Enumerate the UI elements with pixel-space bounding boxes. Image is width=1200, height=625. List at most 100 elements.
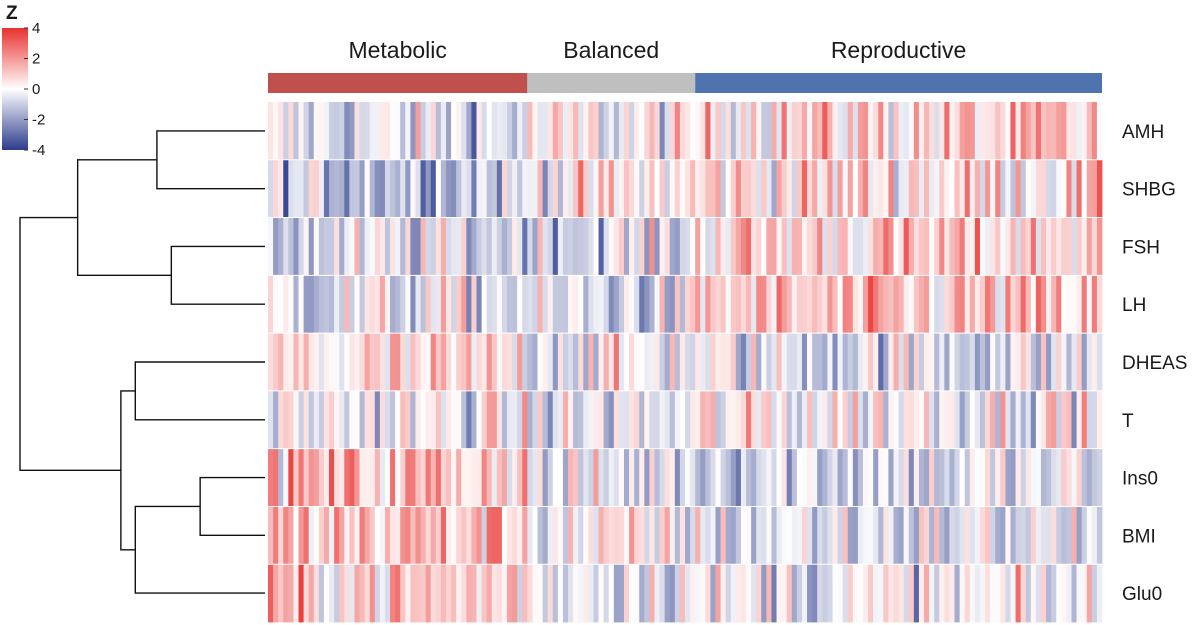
heatmap-cell <box>1015 390 1022 450</box>
heatmap-cell <box>644 564 650 623</box>
heatmap-cell <box>613 159 620 218</box>
heatmap-cell <box>512 102 518 161</box>
heatmap-cell <box>603 564 610 623</box>
heatmap-cell <box>359 217 366 276</box>
heatmap-cell <box>278 390 284 450</box>
heatmap-cell <box>466 102 472 161</box>
heatmap-cell <box>756 102 762 161</box>
heatmap-cell <box>827 102 833 161</box>
row-label-t: T <box>1122 411 1134 432</box>
heatmap-cell <box>1005 102 1011 161</box>
heatmap-cell <box>629 275 635 334</box>
heatmap-cell <box>700 333 706 392</box>
heatmap-cell <box>278 448 284 507</box>
heatmap-cell <box>308 159 315 218</box>
heatmap-cell <box>766 217 772 276</box>
heatmap-cell <box>771 390 777 450</box>
heatmap-cell <box>939 217 945 276</box>
heatmap-cell <box>308 506 315 565</box>
heatmap-cell <box>807 159 813 218</box>
heatmap-cell <box>374 102 381 161</box>
heatmap-cell <box>822 333 828 392</box>
heatmap-cell <box>425 275 432 334</box>
heatmap-cell <box>1046 506 1052 565</box>
heatmap-cell <box>354 159 360 218</box>
heatmap-cell <box>786 506 793 565</box>
heatmap-cell <box>913 448 920 507</box>
heatmap-cell <box>710 102 716 161</box>
heatmap-cell <box>695 448 701 507</box>
heatmap-cell <box>425 390 432 450</box>
heatmap-cell <box>527 564 533 623</box>
heatmap-cell <box>1096 390 1103 450</box>
heatmap-cell <box>1015 159 1022 218</box>
heatmap-cell <box>1071 159 1077 218</box>
heatmap-cell <box>1086 333 1093 392</box>
heatmap-cell <box>613 217 620 276</box>
heatmap-cell <box>801 506 808 565</box>
heatmap-cell <box>771 275 777 334</box>
heatmap-cell <box>974 333 981 392</box>
heatmap-cell <box>461 564 467 623</box>
heatmap-cell <box>390 506 396 565</box>
heatmap-cell <box>466 448 472 507</box>
heatmap-cell <box>878 390 884 450</box>
heatmap-cell <box>298 506 304 565</box>
heatmap-cell <box>644 333 650 392</box>
heatmap-cell <box>1046 217 1052 276</box>
heatmap-cell <box>898 333 905 392</box>
heatmap-cell <box>771 159 777 218</box>
heatmap-cell <box>618 448 625 507</box>
heatmap-cell <box>1025 217 1032 276</box>
heatmap-cell <box>395 159 401 218</box>
heatmap-cell <box>451 217 457 276</box>
heatmap-cell <box>496 275 503 334</box>
heatmap-cell <box>939 275 945 334</box>
heatmap-cell <box>486 448 493 507</box>
heatmap-cell <box>807 448 813 507</box>
heatmap-cell <box>410 448 416 507</box>
heatmap-cell <box>918 564 925 623</box>
heatmap-cell <box>852 390 859 450</box>
heatmap-cell <box>384 102 391 161</box>
heatmap-cell <box>374 506 381 565</box>
heatmap-cell <box>837 333 844 392</box>
heatmap-cell <box>415 217 421 276</box>
heatmap-cell <box>344 217 350 276</box>
heatmap-cell <box>440 564 447 623</box>
heatmap-cell <box>1066 159 1072 218</box>
heatmap-cell <box>562 217 569 276</box>
heatmap-cell <box>405 159 411 218</box>
heatmap-cell <box>481 390 488 450</box>
heatmap-cell <box>908 506 915 565</box>
heatmap-cell <box>1066 390 1072 450</box>
heatmap-cell <box>735 102 742 161</box>
heatmap-cell <box>313 564 320 623</box>
heatmap-cell <box>359 564 366 623</box>
heatmap-cell <box>801 275 808 334</box>
heatmap-row-ins0 <box>268 448 1103 507</box>
heatmap-cell <box>562 564 569 623</box>
heatmap-cell <box>501 102 508 161</box>
heatmap-cell <box>644 390 650 450</box>
heatmap-cell <box>445 333 452 392</box>
heatmap-cell <box>283 390 289 450</box>
heatmap-cell <box>303 102 310 161</box>
heatmap-cell <box>456 390 462 450</box>
heatmap-cell <box>623 506 630 565</box>
heatmap-cell <box>273 217 279 276</box>
heatmap-cell <box>415 564 421 623</box>
heatmap-cell <box>329 564 335 623</box>
heatmap-cell <box>842 506 849 565</box>
heatmap-cell <box>781 390 788 450</box>
heatmap-cell <box>1015 102 1022 161</box>
heatmap-cell <box>735 217 742 276</box>
heatmap-cell <box>1076 217 1083 276</box>
heatmap-cell <box>578 390 584 450</box>
heatmap-cell <box>929 159 935 218</box>
heatmap-cell <box>690 564 696 623</box>
heatmap-cell <box>562 333 569 392</box>
heatmap-cell <box>420 275 427 334</box>
row-dendrogram <box>19 130 265 594</box>
